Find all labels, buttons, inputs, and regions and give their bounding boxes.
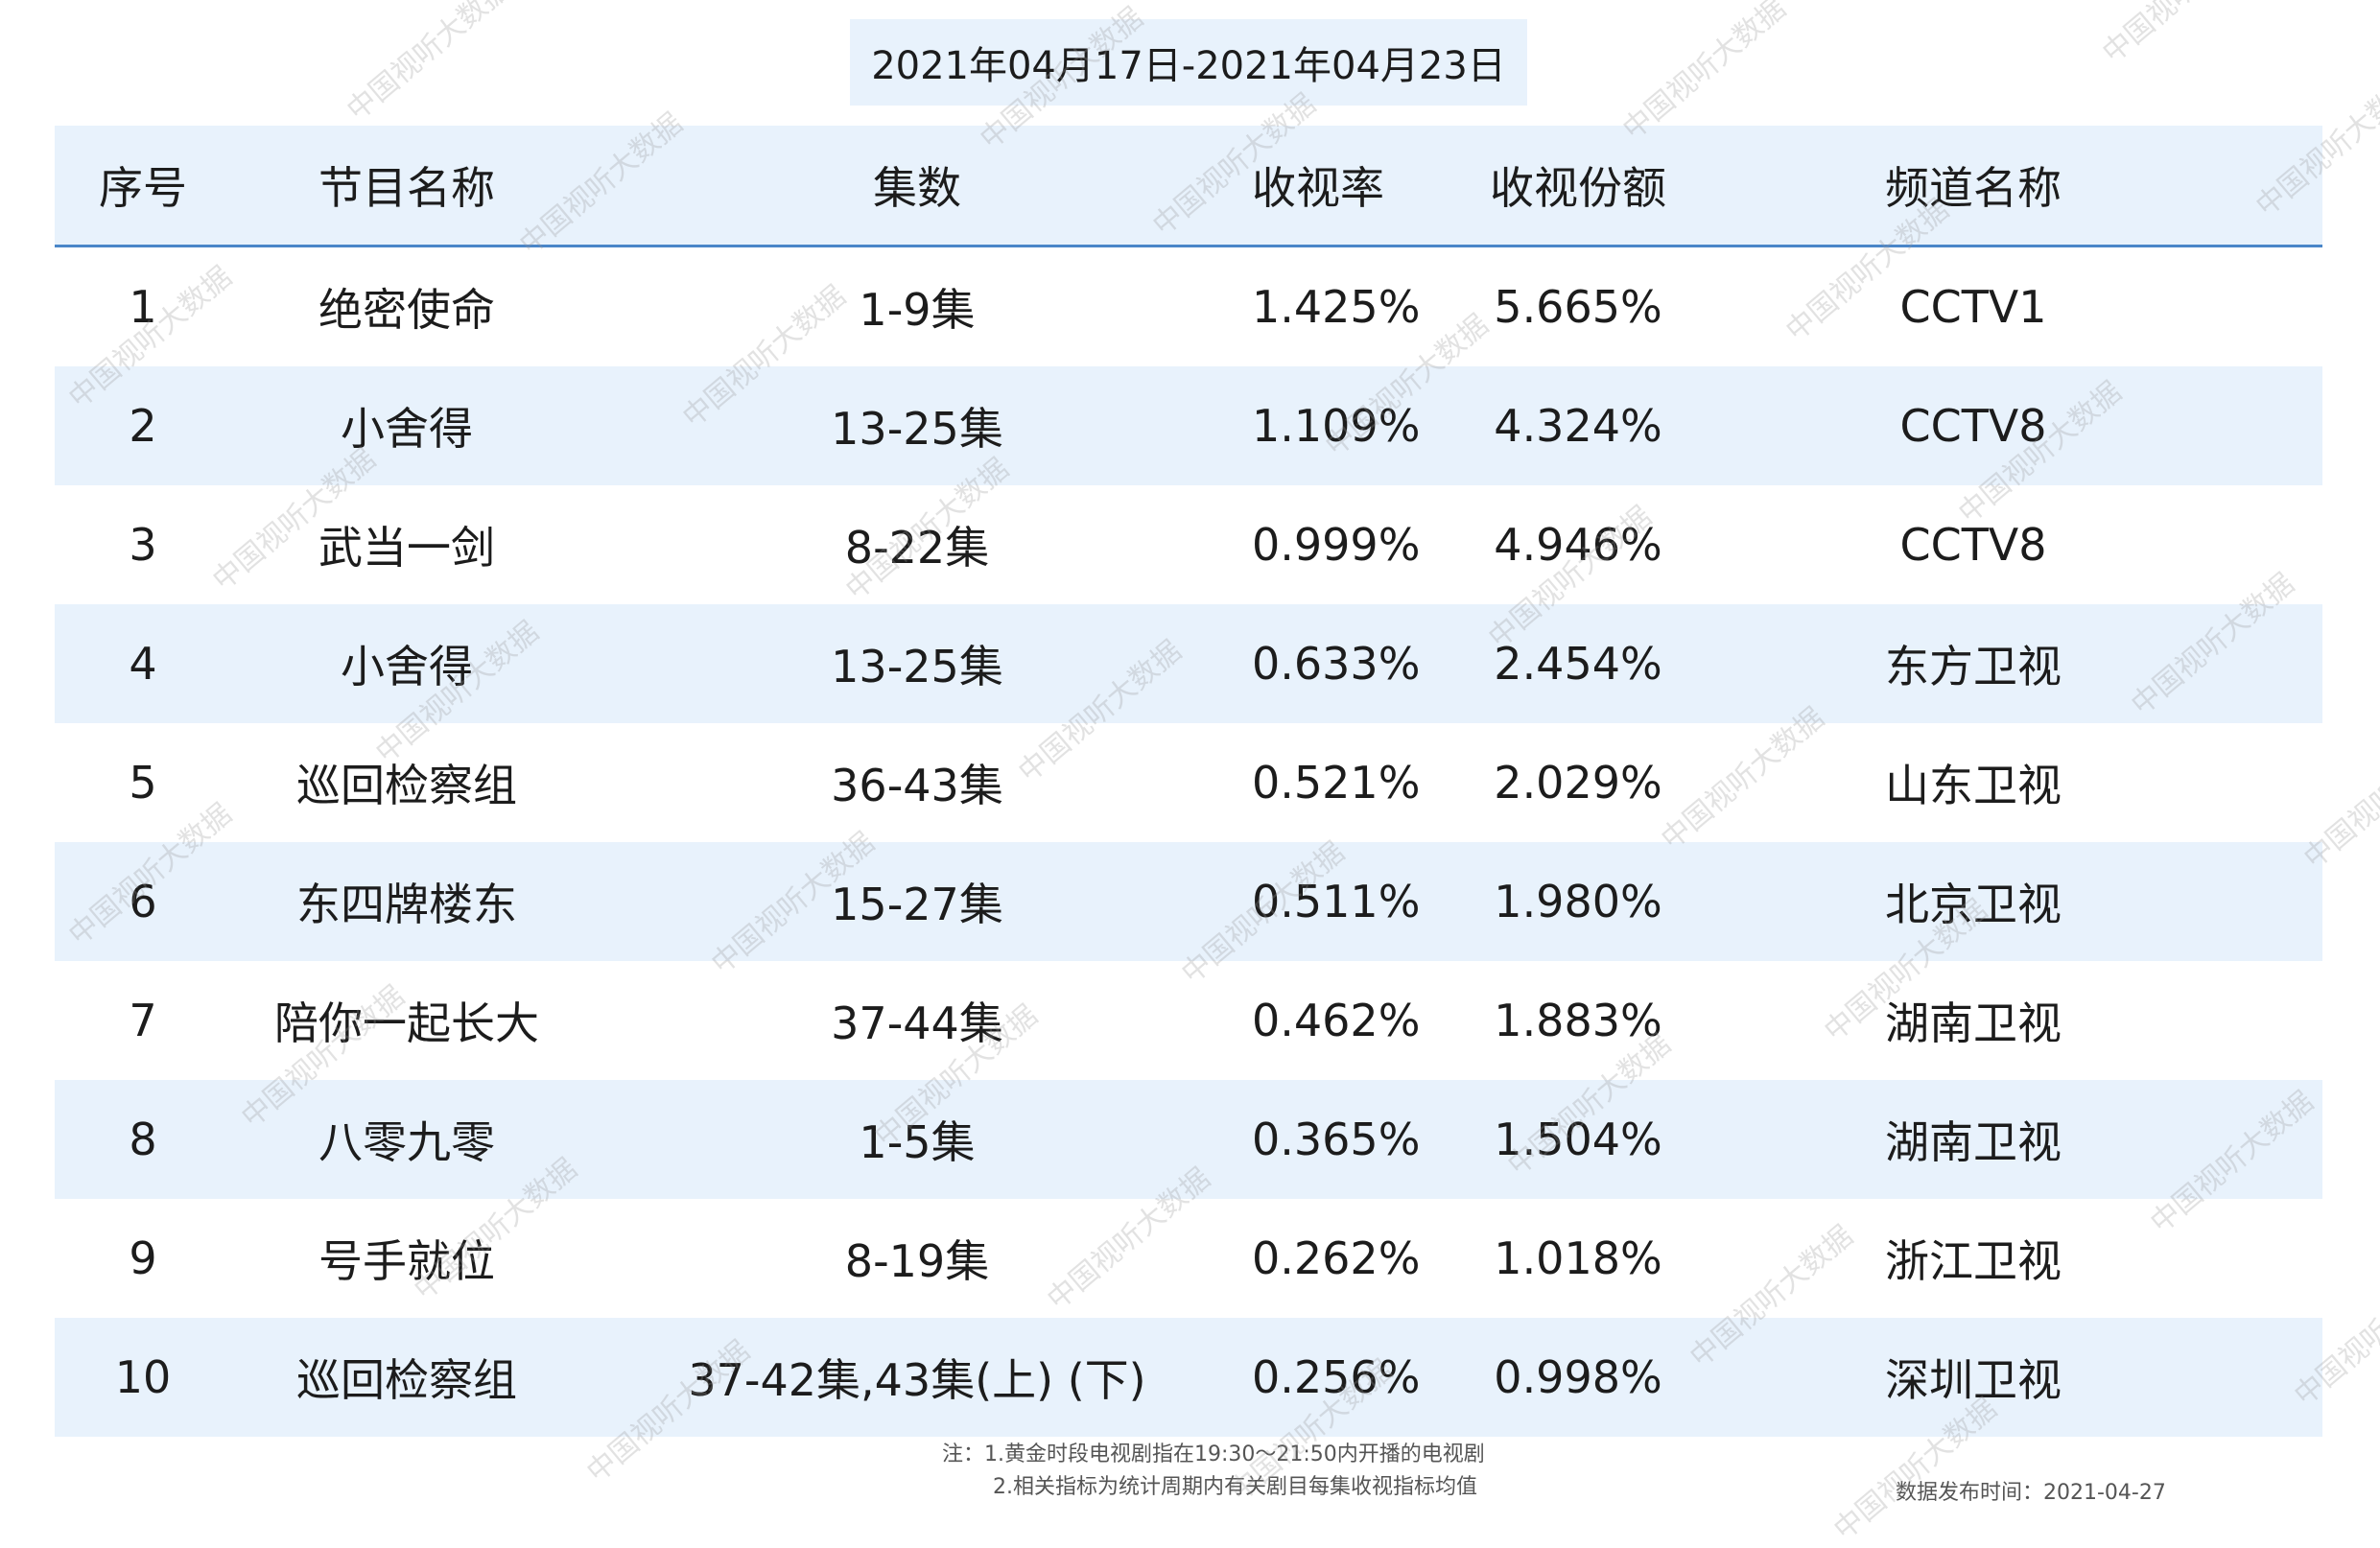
table-row: 7 陪你一起长大 37-44集 0.462% 1.883% 湖南卫视 <box>55 961 2322 1080</box>
cell-share: 0.998% <box>1494 1351 1662 1403</box>
cell-rank: 7 <box>129 995 157 1046</box>
cell-episodes: 37-44集 <box>831 997 1003 1049</box>
publish-date: 数据发布时间：2021-04-27 <box>1896 1481 2166 1505</box>
table-row: 9 号手就位 8-19集 0.262% 1.018% 浙江卫视 <box>55 1199 2322 1318</box>
cell-rating: 0.511% <box>1252 876 1421 927</box>
cell-channel: 东方卫视 <box>1885 641 2062 692</box>
cell-program-name: 号手就位 <box>318 1235 495 1287</box>
cell-channel: 湖南卫视 <box>1885 1116 2062 1168</box>
cell-share: 1.980% <box>1494 876 1662 927</box>
cell-episodes: 1-9集 <box>859 284 976 336</box>
footnotes: 注：1.黄金时段电视剧指在19:30～21:50内开播的电视剧 2.相关指标为统… <box>942 1439 1485 1504</box>
watermark-text: 中国视听大数据 <box>2091 0 2273 71</box>
cell-rating: 0.365% <box>1252 1114 1421 1165</box>
cell-program-name: 东四牌楼东 <box>296 879 517 930</box>
table-row: 6 东四牌楼东 15-27集 0.511% 1.980% 北京卫视 <box>55 842 2322 961</box>
cell-rank: 6 <box>129 876 157 927</box>
cell-rank: 9 <box>129 1232 157 1284</box>
cell-share: 1.883% <box>1494 995 1662 1046</box>
cell-rating: 0.521% <box>1252 757 1421 809</box>
cell-program-name: 八零九零 <box>318 1116 495 1168</box>
header-share: 收视份额 <box>1490 162 1666 214</box>
cell-program-name: 武当一剑 <box>318 522 495 574</box>
cell-episodes: 8-19集 <box>844 1235 990 1287</box>
cell-channel: 湖南卫视 <box>1885 997 2062 1049</box>
cell-episodes: 8-22集 <box>844 522 990 574</box>
watermark-text: 中国视听大数据 <box>341 0 517 128</box>
cell-program-name: 巡回检察组 <box>296 1354 517 1406</box>
cell-share: 2.454% <box>1494 638 1662 690</box>
cell-episodes: 13-25集 <box>831 403 1003 455</box>
cell-rank: 1 <box>129 281 157 333</box>
table-row: 10 巡回检察组 37-42集,43集(上) (下) 0.256% 0.998% 深圳卫视 <box>55 1318 2322 1437</box>
date-range-title: 2021年04月17日-2021年04月23日 <box>850 19 1527 106</box>
cell-rank: 8 <box>129 1114 157 1165</box>
cell-share: 1.018% <box>1494 1232 1662 1284</box>
table-row: 1 绝密使命 1-9集 1.425% 5.665% CCTV1 <box>55 247 2322 366</box>
cell-channel: CCTV8 <box>1899 519 2047 571</box>
cell-rating: 0.462% <box>1252 995 1421 1046</box>
table-header: 序号 节目名称 集数 收视率 收视份额 频道名称 <box>55 126 2322 247</box>
table-row: 4 小舍得 13-25集 0.633% 2.454% 东方卫视 <box>55 604 2322 723</box>
cell-channel: CCTV1 <box>1899 281 2047 333</box>
cell-program-name: 巡回检察组 <box>296 760 517 811</box>
cell-episodes: 37-42集,43集(上) (下) <box>688 1354 1146 1406</box>
cell-rank: 3 <box>129 519 157 571</box>
cell-rank: 5 <box>129 757 157 809</box>
header-rating: 收视率 <box>1252 162 1384 214</box>
cell-rating: 0.256% <box>1252 1351 1421 1403</box>
cell-rating: 0.633% <box>1252 638 1421 690</box>
cell-channel: 山东卫视 <box>1885 760 2062 811</box>
header-rank: 序号 <box>99 162 187 214</box>
header-episodes: 集数 <box>873 162 961 214</box>
cell-program-name: 小舍得 <box>341 403 473 455</box>
cell-program-name: 小舍得 <box>341 641 473 692</box>
header-channel: 频道名称 <box>1885 162 2062 214</box>
table-row: 8 八零九零 1-5集 0.365% 1.504% 湖南卫视 <box>55 1080 2322 1199</box>
table-row: 2 小舍得 13-25集 1.109% 4.324% CCTV8 <box>55 366 2322 485</box>
cell-share: 5.665% <box>1494 281 1662 333</box>
cell-program-name: 绝密使命 <box>318 284 495 336</box>
cell-rating: 0.262% <box>1252 1232 1421 1284</box>
cell-rank: 4 <box>129 638 157 690</box>
cell-program-name: 陪你一起长大 <box>274 997 539 1049</box>
cell-channel: 深圳卫视 <box>1885 1354 2062 1406</box>
cell-episodes: 13-25集 <box>831 641 1003 692</box>
cell-rank: 10 <box>114 1351 172 1403</box>
cell-rating: 1.425% <box>1252 281 1421 333</box>
cell-rank: 2 <box>129 400 157 452</box>
ratings-table: 序号 节目名称 集数 收视率 收视份额 频道名称 1 绝密使命 1-9集 1.425%… <box>55 126 2322 1437</box>
cell-rating: 0.999% <box>1252 519 1421 571</box>
table-row: 5 巡回检察组 36-43集 0.521% 2.029% 山东卫视 <box>55 723 2322 842</box>
cell-channel: CCTV8 <box>1899 400 2047 452</box>
footnote-2: 2.相关指标为统计周期内有关剧目每集收视指标均值 <box>993 1475 1477 1499</box>
cell-channel: 浙江卫视 <box>1885 1235 2062 1287</box>
footnote-1: 注：1.黄金时段电视剧指在19:30～21:50内开播的电视剧 <box>942 1442 1485 1466</box>
cell-share: 2.029% <box>1494 757 1662 809</box>
cell-rating: 1.109% <box>1252 400 1421 452</box>
cell-episodes: 15-27集 <box>831 879 1003 930</box>
header-program-name: 节目名称 <box>318 162 495 214</box>
cell-share: 4.946% <box>1494 519 1662 571</box>
cell-episodes: 1-5集 <box>859 1116 976 1168</box>
cell-channel: 北京卫视 <box>1885 879 2062 930</box>
cell-episodes: 36-43集 <box>831 760 1003 811</box>
cell-share: 1.504% <box>1494 1114 1662 1165</box>
cell-share: 4.324% <box>1494 400 1662 452</box>
table-row: 3 武当一剑 8-22集 0.999% 4.946% CCTV8 <box>55 485 2322 604</box>
